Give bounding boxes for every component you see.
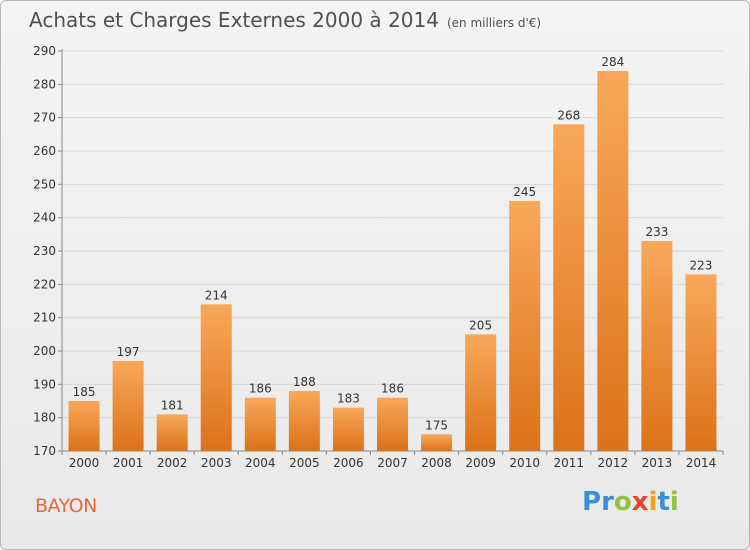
data-label: 268	[557, 108, 580, 122]
x-tick-label: 2003	[201, 456, 232, 470]
bar	[112, 361, 144, 451]
logo-letter: i	[648, 487, 658, 517]
bar	[421, 434, 453, 451]
bar	[200, 304, 232, 451]
data-label: 205	[469, 318, 492, 332]
y-tick-label: 260	[33, 144, 56, 158]
logo-letter: x	[631, 487, 649, 517]
bar	[68, 401, 100, 451]
logo-letter: i	[669, 487, 679, 517]
x-tick-label: 2005	[289, 456, 320, 470]
y-tick-label: 220	[33, 277, 56, 291]
data-label: 197	[117, 345, 140, 359]
y-tick-label: 280	[33, 77, 56, 91]
bar	[465, 334, 497, 451]
x-tick-label: 2008	[421, 456, 452, 470]
logo-letter: r	[601, 487, 614, 517]
bar	[156, 414, 188, 451]
bar	[641, 241, 673, 451]
x-tick-label: 2011	[553, 456, 584, 470]
y-tick-label: 290	[33, 44, 56, 58]
y-tick-label: 230	[33, 244, 56, 258]
x-tick-label: 2006	[333, 456, 364, 470]
x-tick-label: 2001	[113, 456, 144, 470]
place-name: BAYON	[35, 495, 97, 517]
x-tick-label: 2012	[598, 456, 629, 470]
data-label: 214	[205, 288, 228, 302]
data-label: 284	[601, 55, 624, 69]
bar	[509, 201, 541, 451]
x-tick-label: 2007	[377, 456, 408, 470]
logo-letter: P	[582, 487, 602, 517]
x-tick-label: 2009	[465, 456, 496, 470]
chart-unit: (en milliers d'€)	[446, 16, 542, 30]
x-tick-label: 2000	[69, 456, 100, 470]
chart-title-text: Achats et Charges Externes 2000 à 2014	[29, 8, 439, 32]
x-tick-label: 2004	[245, 456, 276, 470]
y-tick-label: 180	[33, 411, 56, 425]
y-tick-label: 240	[33, 211, 56, 225]
data-label: 186	[249, 382, 272, 396]
data-label: 233	[645, 225, 668, 239]
y-tick-label: 200	[33, 344, 56, 358]
proxiti-logo: Proxiti	[582, 487, 679, 517]
data-label: 186	[381, 382, 404, 396]
x-tick-label: 2013	[642, 456, 673, 470]
logo-letter: o	[613, 487, 632, 517]
y-tick-label: 270	[33, 111, 56, 125]
logo-letter: t	[657, 487, 670, 517]
bar	[685, 274, 717, 451]
y-tick-label: 170	[33, 444, 56, 458]
chart-title: Achats et Charges Externes 2000 à 2014 (e…	[29, 8, 541, 32]
data-label: 185	[73, 385, 96, 399]
data-label: 183	[337, 392, 360, 406]
bar	[597, 71, 629, 451]
data-label: 188	[293, 375, 316, 389]
data-label: 245	[513, 185, 536, 199]
y-tick-label: 250	[33, 177, 56, 191]
y-tick-label: 190	[33, 377, 56, 391]
bar	[377, 397, 408, 451]
bar	[332, 407, 364, 451]
bar	[553, 124, 585, 451]
data-label: 223	[690, 258, 713, 272]
x-tick-label: 2010	[509, 456, 540, 470]
data-label: 175	[425, 418, 448, 432]
bar	[244, 397, 276, 451]
bar	[288, 391, 320, 451]
x-tick-label: 2002	[157, 456, 188, 470]
data-label: 181	[161, 398, 184, 412]
x-tick-label: 2014	[686, 456, 717, 470]
y-tick-label: 210	[33, 311, 56, 325]
